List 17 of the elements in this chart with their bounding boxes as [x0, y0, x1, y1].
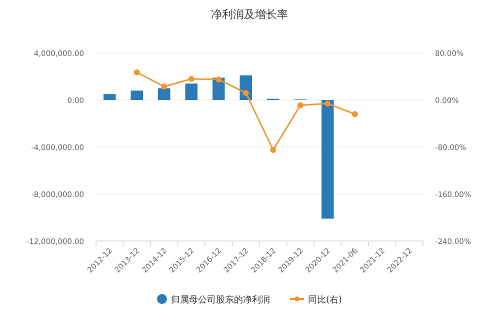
chart-title: 净利润及增长率 [211, 8, 288, 21]
point [188, 76, 194, 82]
point [297, 102, 304, 108]
point [134, 69, 140, 76]
point [270, 146, 276, 153]
bar [103, 94, 116, 100]
point [352, 111, 358, 118]
point [324, 100, 331, 107]
point [161, 83, 168, 90]
bar [185, 84, 198, 100]
legend-label: 同比(右) [308, 294, 342, 306]
bar [158, 88, 170, 100]
legend-label: 归属母公司股东的净利润 [170, 294, 270, 306]
point [216, 76, 222, 82]
bar [321, 100, 334, 219]
point [242, 90, 249, 96]
bar [130, 90, 144, 100]
